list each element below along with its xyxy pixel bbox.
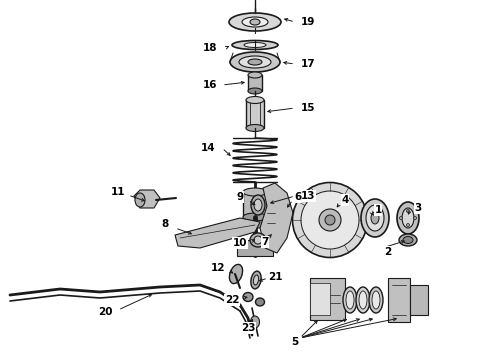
Polygon shape <box>260 183 293 253</box>
Ellipse shape <box>243 188 267 196</box>
Ellipse shape <box>250 233 266 247</box>
Ellipse shape <box>343 287 357 313</box>
Ellipse shape <box>325 215 335 225</box>
Ellipse shape <box>230 52 280 72</box>
Text: 10: 10 <box>233 238 247 248</box>
Text: 12: 12 <box>211 263 225 273</box>
Ellipse shape <box>244 42 266 48</box>
Text: 16: 16 <box>203 80 217 90</box>
Text: 5: 5 <box>292 337 298 347</box>
Ellipse shape <box>250 19 260 25</box>
Text: 9: 9 <box>237 192 244 202</box>
Text: 8: 8 <box>161 219 169 229</box>
Polygon shape <box>310 278 345 320</box>
Bar <box>243 192 267 217</box>
Text: 20: 20 <box>98 307 112 317</box>
Ellipse shape <box>254 199 262 211</box>
Ellipse shape <box>399 216 402 220</box>
Polygon shape <box>252 215 264 228</box>
Ellipse shape <box>248 72 262 78</box>
Ellipse shape <box>250 316 260 328</box>
Ellipse shape <box>414 216 416 220</box>
Ellipse shape <box>243 292 253 302</box>
Text: 14: 14 <box>201 143 215 153</box>
Ellipse shape <box>319 209 341 231</box>
Text: 19: 19 <box>301 17 315 27</box>
Polygon shape <box>175 218 260 248</box>
Ellipse shape <box>407 224 410 226</box>
Ellipse shape <box>239 56 271 68</box>
Text: 18: 18 <box>203 43 217 53</box>
Text: 15: 15 <box>301 103 315 113</box>
Ellipse shape <box>359 291 367 309</box>
Text: 1: 1 <box>374 205 382 215</box>
Ellipse shape <box>293 183 368 257</box>
Polygon shape <box>388 278 410 322</box>
Bar <box>248 75 262 91</box>
Text: 22: 22 <box>225 295 239 305</box>
Text: 3: 3 <box>415 203 421 213</box>
Ellipse shape <box>366 205 384 231</box>
Ellipse shape <box>135 193 145 207</box>
Polygon shape <box>270 228 280 247</box>
Bar <box>246 100 264 128</box>
Bar <box>237 240 273 256</box>
Ellipse shape <box>253 275 259 285</box>
Ellipse shape <box>372 291 380 309</box>
Text: 13: 13 <box>301 191 315 201</box>
Ellipse shape <box>255 298 265 306</box>
Ellipse shape <box>246 96 264 104</box>
Text: 7: 7 <box>261 237 269 247</box>
Polygon shape <box>134 190 160 208</box>
Ellipse shape <box>361 199 389 237</box>
Ellipse shape <box>403 237 413 243</box>
Polygon shape <box>310 283 330 315</box>
Text: 2: 2 <box>384 247 392 257</box>
Ellipse shape <box>356 287 370 313</box>
Ellipse shape <box>248 88 262 94</box>
Ellipse shape <box>232 40 278 49</box>
Text: 23: 23 <box>241 323 255 333</box>
Text: 4: 4 <box>342 195 349 205</box>
Text: 21: 21 <box>268 272 282 282</box>
Text: 6: 6 <box>294 192 302 202</box>
Ellipse shape <box>371 212 379 224</box>
Text: 17: 17 <box>301 59 315 69</box>
Ellipse shape <box>254 236 262 244</box>
Polygon shape <box>410 285 428 315</box>
Ellipse shape <box>301 191 359 249</box>
Ellipse shape <box>251 195 265 215</box>
Ellipse shape <box>242 17 268 27</box>
Ellipse shape <box>251 271 261 289</box>
Ellipse shape <box>229 264 243 284</box>
Ellipse shape <box>243 213 267 221</box>
Ellipse shape <box>229 13 281 31</box>
Ellipse shape <box>397 202 419 234</box>
Ellipse shape <box>399 234 417 246</box>
Ellipse shape <box>248 59 262 65</box>
Text: 11: 11 <box>111 187 125 197</box>
Ellipse shape <box>407 210 410 212</box>
Ellipse shape <box>246 125 264 131</box>
Ellipse shape <box>402 208 414 228</box>
Ellipse shape <box>346 291 354 309</box>
Ellipse shape <box>369 287 383 313</box>
